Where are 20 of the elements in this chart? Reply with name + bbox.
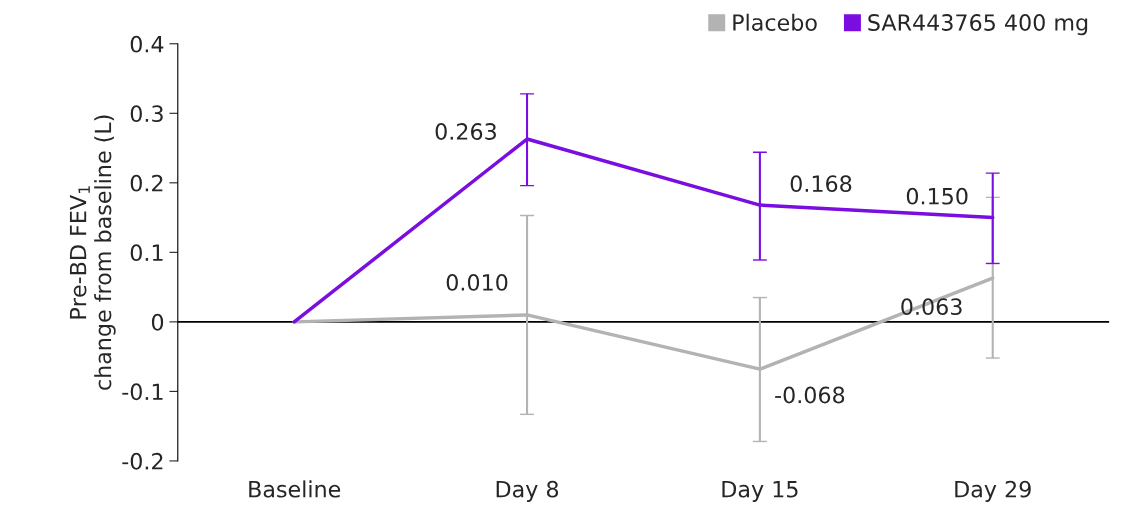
y-tick-label: 0.4: [130, 35, 164, 53]
x-tick-label: Day 8: [496, 480, 559, 502]
data-label: 0.150: [906, 187, 968, 205]
y-tick-label: -0.1: [122, 383, 163, 401]
legend-label: SAR443765 400 mg: [868, 14, 1088, 36]
x-tick-label: Day 29: [955, 480, 1031, 502]
y-tick-label: 0.1: [130, 244, 163, 262]
x-tick-label: Baseline: [249, 480, 341, 498]
data-label: -0.068: [775, 386, 845, 404]
data-label: 0.168: [790, 175, 852, 193]
data-label: 0.263: [435, 123, 496, 140]
y-axis-title: Pre-BD FEV$_{1}$ change from baseline (L): [69, 115, 116, 390]
data-label: 0.063: [901, 298, 962, 316]
x-tick-label: Day 15: [722, 481, 798, 502]
y-tick-label: -0.2: [122, 452, 163, 470]
y-tick-label: 0.2: [130, 174, 163, 192]
y-tick-label: 0: [151, 313, 164, 331]
data-label: 0.010: [446, 274, 508, 291]
legend-label: Placebo: [733, 13, 817, 31]
y-tick-label: 0.3: [130, 105, 163, 123]
